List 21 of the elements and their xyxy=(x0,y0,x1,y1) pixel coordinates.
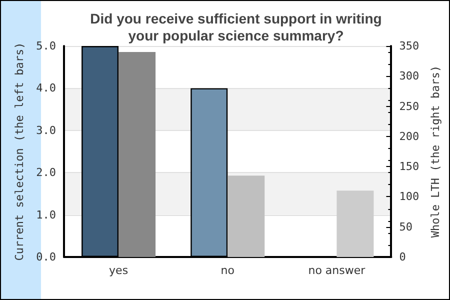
bar xyxy=(336,190,374,257)
y2-tick-label: 300 xyxy=(399,70,420,83)
y2-tick-label: 100 xyxy=(399,190,420,204)
y2-tick-label: 50 xyxy=(399,220,412,234)
x-tick-label: yes xyxy=(109,264,128,277)
y-axis-title: Current selection (the left bars) xyxy=(13,42,26,261)
y2-tick-label: 150 xyxy=(399,160,420,174)
chart-title: Did you receive sufficient support in writing your popular science summary? xyxy=(90,10,382,44)
y-tick-label: 5.0 xyxy=(36,40,56,52)
y-tick-label: 4.0 xyxy=(36,82,56,95)
x-tick-label: no xyxy=(220,264,235,277)
y-tick-label: 3.0 xyxy=(36,124,56,137)
y-tick-label: 0.0 xyxy=(36,250,56,264)
x-tick-label: no answer xyxy=(308,264,366,277)
y-tick-label: 2.0 xyxy=(36,166,56,180)
y2-tick-label: 200 xyxy=(399,130,420,143)
y2-tick-label: 250 xyxy=(399,100,420,113)
y2-tick-label: 0 xyxy=(399,250,406,264)
y2-tick-label: 350 xyxy=(399,40,420,52)
y2-axis-title: Whole LTH (the right bars) xyxy=(429,65,442,238)
y-tick-label: 1.0 xyxy=(36,208,56,222)
